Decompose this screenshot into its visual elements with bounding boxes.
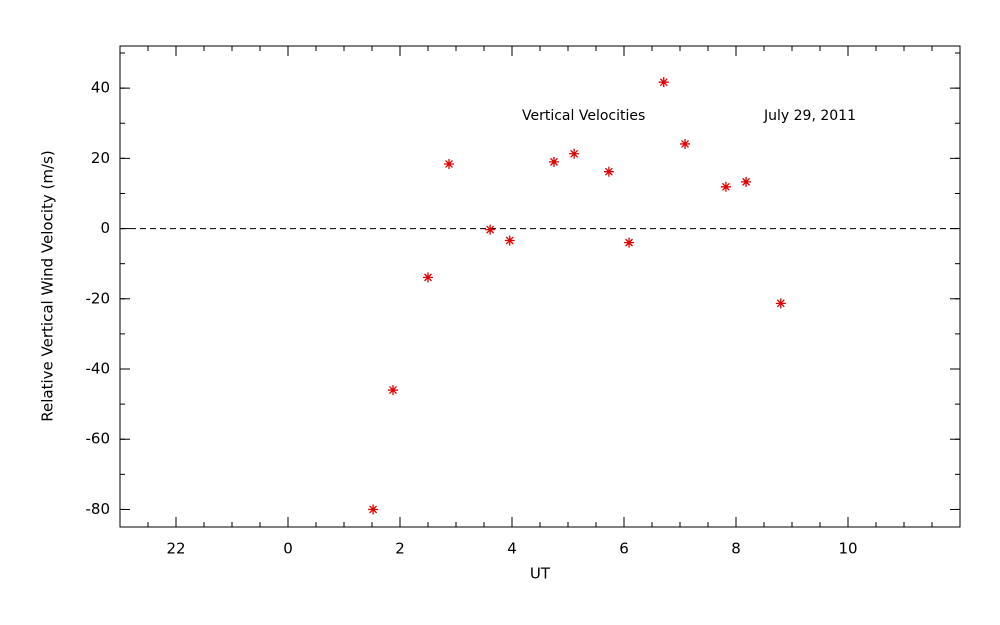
y-tick-label: 20 [91,149,110,167]
annotation: Vertical Velocities [522,108,645,124]
x-tick-label: 22 [166,540,185,558]
marker [680,138,691,149]
marker [485,224,496,235]
marker [569,148,580,159]
x-tick-label: 4 [507,540,517,558]
marker [741,176,752,187]
x-tick-label: 8 [731,540,741,558]
x-tick-label: 6 [619,540,629,558]
y-tick-label: 40 [91,79,110,97]
y-tick-label: -20 [86,289,111,307]
annotation: July 29, 2011 [763,108,856,124]
marker [658,77,669,88]
marker [388,385,398,396]
marker [603,166,614,177]
marker [423,272,433,283]
marker [624,237,635,248]
marker [368,504,379,515]
x-tick-label: 2 [395,540,405,558]
marker [720,181,731,192]
x-axis-label: UT [530,565,551,583]
y-tick-label: 0 [100,219,110,237]
x-tick-label: 10 [838,540,857,558]
y-tick-label: -80 [86,500,111,518]
y-tick-label: -60 [86,430,111,448]
marker [549,156,559,167]
y-tick-label: -40 [86,360,111,378]
marker [444,158,454,169]
x-tick-label: 0 [283,540,293,558]
marker [504,235,515,246]
y-axis-label: Relative Vertical Wind Velocity (m/s) [39,150,57,421]
marker [775,298,786,309]
